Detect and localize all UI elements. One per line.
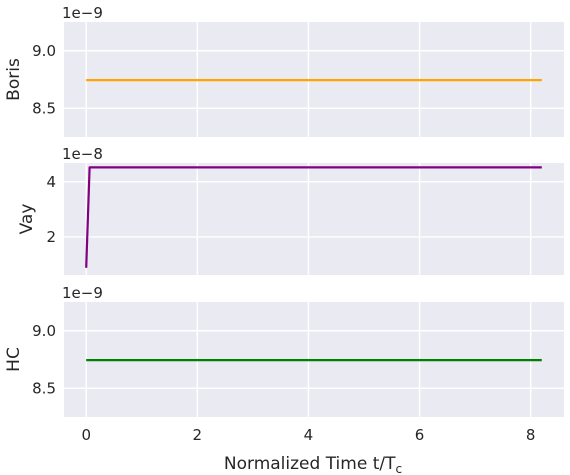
- x-axis-label-subscript: c: [395, 462, 402, 475]
- y-axis-multiplier: 1e−9: [62, 284, 103, 302]
- x-tick-label: 2: [193, 426, 203, 444]
- plot-area: [64, 163, 564, 275]
- x-tick-label: 6: [415, 426, 425, 444]
- y-tick-label: 8.5: [32, 379, 56, 397]
- x-tick-label: 0: [81, 426, 91, 444]
- y-axis-label: Boris: [4, 58, 24, 101]
- y-tick-label: 9.0: [32, 322, 56, 340]
- x-tick-label: 8: [526, 426, 536, 444]
- y-axis-label: Vay: [17, 204, 37, 235]
- y-axis-multiplier: 1e−9: [62, 4, 103, 22]
- subplot-vay: 2 4 1e−8 Vay: [17, 145, 564, 275]
- series-line: [85, 166, 542, 268]
- x-axis-label: Normalized Time t/Tc: [224, 454, 402, 475]
- y-tick-label: 8.5: [32, 99, 56, 117]
- y-axis-label: HC: [4, 347, 24, 372]
- y-axis-multiplier: 1e−8: [62, 145, 103, 163]
- y-tick-label: 9.0: [32, 42, 56, 60]
- y-tick-label: 4: [46, 173, 56, 191]
- y-tick-label: 2: [46, 228, 56, 246]
- subplot-hc: 8.5 9.0 0 2 4 6 8 1e−9 HC: [4, 284, 564, 444]
- subplot-boris: 8.5 9.0 1e−9 Boris: [4, 4, 564, 137]
- x-tick-label: 4: [304, 426, 314, 444]
